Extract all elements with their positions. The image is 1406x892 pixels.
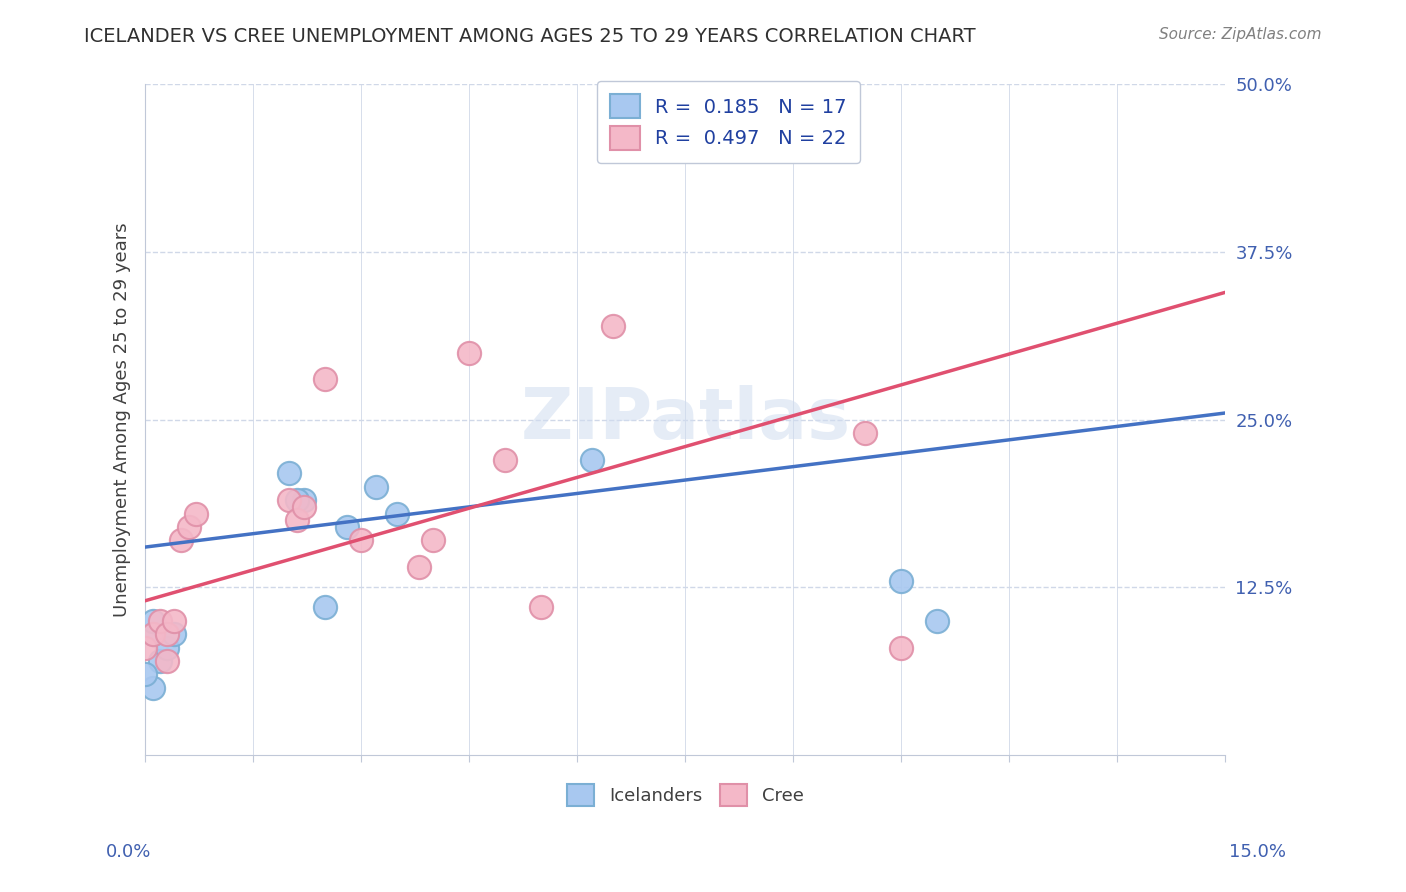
Point bbox=[292, 493, 315, 508]
Point bbox=[141, 681, 163, 695]
Point bbox=[156, 627, 179, 641]
Point bbox=[156, 640, 179, 655]
Point bbox=[314, 600, 336, 615]
Point bbox=[890, 640, 912, 655]
Point bbox=[494, 453, 516, 467]
Point bbox=[285, 513, 308, 527]
Point bbox=[314, 372, 336, 386]
Point bbox=[364, 480, 387, 494]
Point bbox=[530, 600, 553, 615]
Point bbox=[336, 520, 359, 534]
Point bbox=[156, 654, 179, 668]
Legend: Icelanders, Cree: Icelanders, Cree bbox=[560, 776, 811, 813]
Point bbox=[292, 500, 315, 514]
Point bbox=[285, 493, 308, 508]
Point bbox=[408, 560, 430, 574]
Point bbox=[141, 627, 163, 641]
Text: ICELANDER VS CREE UNEMPLOYMENT AMONG AGES 25 TO 29 YEARS CORRELATION CHART: ICELANDER VS CREE UNEMPLOYMENT AMONG AGE… bbox=[84, 27, 976, 45]
Point bbox=[134, 667, 156, 681]
Text: 0.0%: 0.0% bbox=[105, 843, 150, 861]
Point bbox=[134, 640, 156, 655]
Point bbox=[422, 533, 444, 548]
Point bbox=[141, 614, 163, 628]
Text: ZIPatlas: ZIPatlas bbox=[520, 385, 851, 454]
Point bbox=[890, 574, 912, 588]
Point bbox=[170, 533, 193, 548]
Point bbox=[855, 426, 877, 441]
Point bbox=[141, 627, 163, 641]
Point bbox=[278, 493, 301, 508]
Point bbox=[387, 507, 409, 521]
Point bbox=[149, 654, 172, 668]
Point bbox=[602, 318, 624, 333]
Point bbox=[163, 627, 186, 641]
Point bbox=[184, 507, 207, 521]
Text: Source: ZipAtlas.com: Source: ZipAtlas.com bbox=[1159, 27, 1322, 42]
Point bbox=[163, 614, 186, 628]
Y-axis label: Unemployment Among Ages 25 to 29 years: Unemployment Among Ages 25 to 29 years bbox=[114, 222, 131, 617]
Point bbox=[149, 614, 172, 628]
Point bbox=[581, 453, 603, 467]
Point bbox=[927, 614, 949, 628]
Point bbox=[350, 533, 373, 548]
Point bbox=[177, 520, 200, 534]
Text: 15.0%: 15.0% bbox=[1229, 843, 1286, 861]
Point bbox=[278, 467, 301, 481]
Point bbox=[458, 345, 481, 359]
